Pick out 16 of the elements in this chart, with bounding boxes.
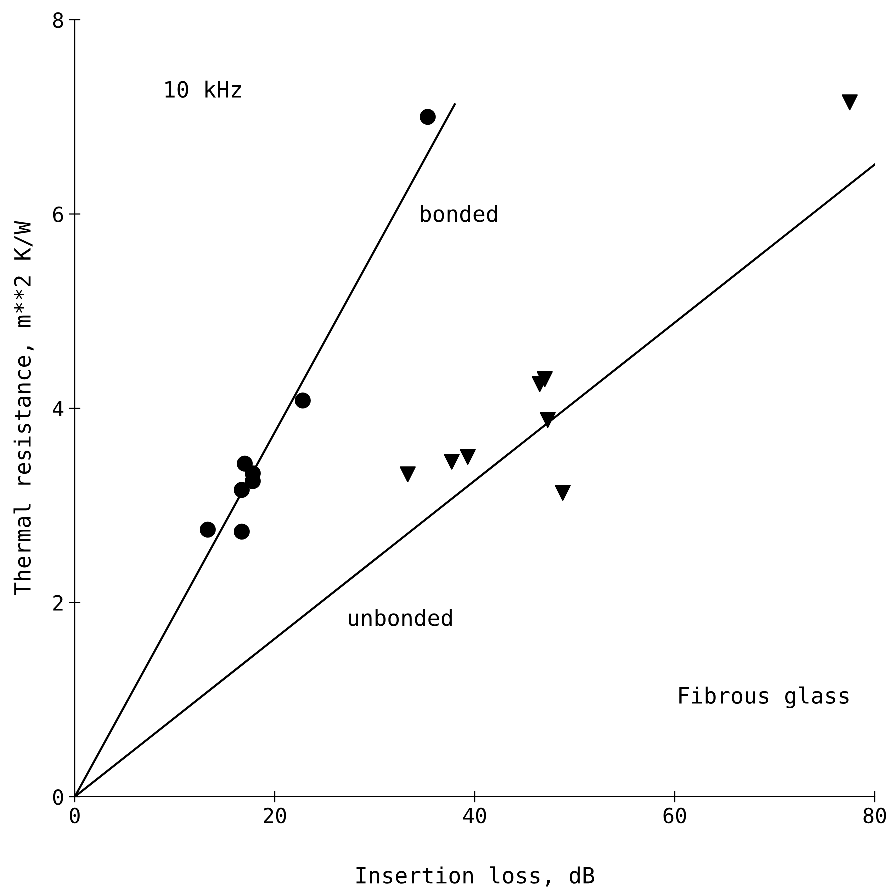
y-tick-label: 2 xyxy=(54,595,63,611)
annotation: bonded xyxy=(421,205,498,222)
x-axis-title: Insertion loss, dB xyxy=(356,866,594,887)
annotation: Fibrous glass xyxy=(680,686,849,709)
x-tick-label: 80 xyxy=(864,808,886,824)
y-tick-label: 8 xyxy=(53,12,64,28)
x-tick-label: 60 xyxy=(664,808,686,824)
x-tick-label: 40 xyxy=(463,808,486,824)
y-axis-title: Thermal resistance, m**2 K/W xyxy=(14,221,34,596)
annotation: unbonded xyxy=(349,609,452,626)
y-tick-label: 4 xyxy=(53,401,64,416)
annotation: 10 kHz xyxy=(166,80,242,98)
x-tick-label: 0 xyxy=(70,808,80,824)
y-tick-label: 6 xyxy=(53,206,64,223)
x-tick-label: 20 xyxy=(264,808,286,824)
y-tick-label: 0 xyxy=(53,790,64,806)
